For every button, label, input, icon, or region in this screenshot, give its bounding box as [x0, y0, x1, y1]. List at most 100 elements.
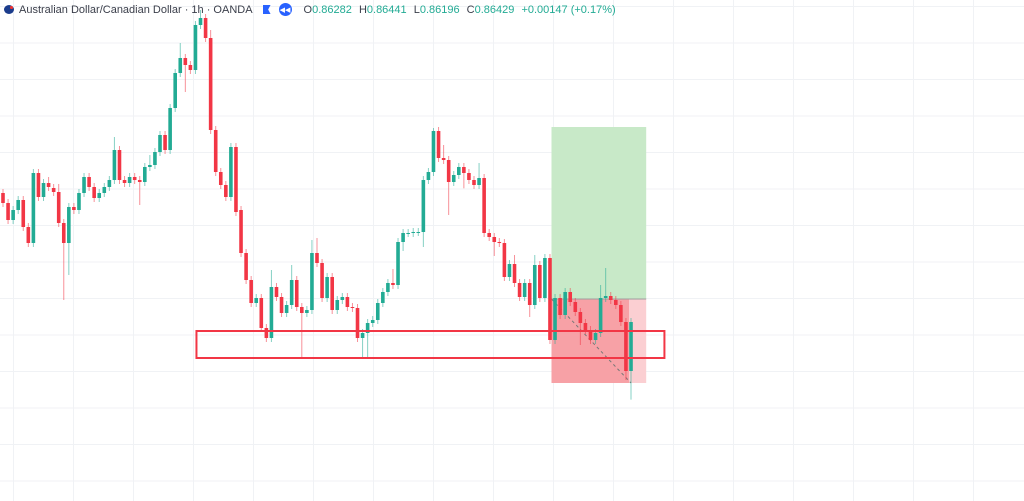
candle-up: [335, 300, 340, 310]
candle-down: [472, 180, 476, 185]
candle-up: [67, 207, 71, 243]
candle-up: [386, 283, 390, 292]
candle-down: [558, 298, 562, 315]
candle-up: [603, 296, 608, 298]
candle-up: [365, 323, 370, 333]
candle-down: [588, 330, 593, 340]
candle-up: [41, 183, 46, 197]
candle-down: [26, 227, 31, 243]
candle-down: [51, 188, 56, 192]
candle-up: [325, 277, 329, 298]
candle-up: [543, 258, 547, 298]
candle-down: [548, 258, 552, 340]
candle-down: [87, 177, 91, 187]
candle-down: [436, 131, 441, 158]
candle-down: [462, 167, 466, 173]
candle-up: [254, 298, 259, 303]
candle-up: [477, 178, 481, 185]
candle-down: [213, 130, 218, 172]
candle-down: [355, 308, 360, 338]
australia-flag-icon: [4, 5, 14, 14]
open-label: O: [303, 3, 313, 16]
candle-up: [629, 322, 633, 371]
candle-up: [11, 210, 15, 220]
candle-down: [117, 150, 122, 180]
candle-down: [122, 180, 127, 183]
candle-up: [168, 108, 172, 150]
close-value: 0.86429: [474, 3, 515, 16]
candle-up: [284, 305, 289, 313]
candle-up: [310, 253, 314, 310]
candle-up: [305, 310, 309, 313]
candle-up: [522, 283, 527, 297]
candle-up: [102, 187, 107, 193]
candle-up: [563, 292, 567, 315]
candle-down: [137, 180, 142, 182]
ohlc-values: O0.86282 H0.86441 L0.86196 C0.86429 +0.0…: [304, 4, 620, 16]
candle-down: [619, 305, 623, 322]
candle-down: [502, 243, 507, 277]
target-zone: [551, 127, 647, 299]
candle-up: [457, 167, 461, 175]
candle-down: [188, 65, 193, 70]
high-label: H: [358, 3, 367, 16]
candle-down: [614, 300, 618, 305]
candle-down: [345, 297, 350, 307]
candle-up: [143, 167, 147, 182]
candle-up: [107, 180, 112, 187]
candle-down: [467, 173, 471, 180]
close-label: C: [466, 3, 475, 16]
candle-down: [330, 277, 334, 310]
candle-down: [244, 253, 248, 280]
candle-up: [426, 172, 431, 180]
candle-down: [527, 283, 532, 305]
rewind-icon[interactable]: ◀◀: [278, 3, 292, 16]
candle-up: [178, 58, 183, 73]
candle-up: [112, 150, 117, 180]
candle-up: [77, 193, 81, 210]
candle-down: [224, 185, 228, 197]
support-zone-rectangle: [195, 330, 666, 359]
candle-down: [279, 297, 284, 313]
low-value: 0.86196: [419, 3, 460, 16]
blue-flag-icon[interactable]: [262, 5, 271, 14]
candle-down: [350, 307, 355, 308]
candle-up: [451, 175, 456, 182]
candle-up: [406, 233, 410, 234]
candle-down: [538, 265, 542, 298]
candle-down: [294, 280, 299, 307]
candle-up: [340, 297, 345, 300]
open-value: 0.86282: [312, 3, 352, 16]
candle-down: [578, 312, 583, 323]
candle-down: [482, 178, 486, 233]
candle-down: [512, 264, 517, 283]
candle-down: [56, 192, 61, 223]
candle-down: [300, 307, 304, 313]
chart-legend: Australian Dollar/Canadian Dollar · 1h ·…: [4, 3, 620, 16]
candle-down: [487, 233, 491, 237]
candle-down: [391, 283, 395, 285]
candle-down: [320, 263, 324, 298]
candle-down: [72, 207, 76, 210]
candle-down: [1, 193, 5, 203]
symbol-title[interactable]: Australian Dollar/Canadian Dollar · 1h ·…: [19, 3, 253, 16]
candle-down: [249, 280, 253, 303]
candle-down: [583, 323, 588, 330]
stop-zone-pending: [629, 299, 647, 383]
candle-up: [431, 131, 436, 172]
candle-up: [553, 298, 557, 340]
candle-up: [411, 232, 416, 233]
candle-down: [218, 172, 223, 185]
candle-down: [132, 177, 137, 180]
candle-up: [97, 193, 102, 198]
candle-up: [82, 177, 86, 193]
candle-down: [234, 147, 238, 212]
candle-down: [46, 183, 51, 187]
high-value: 0.86441: [366, 3, 407, 16]
candle-down: [264, 328, 269, 338]
candle-up: [598, 298, 603, 333]
candle-up: [16, 200, 20, 210]
candle-down: [183, 58, 188, 65]
